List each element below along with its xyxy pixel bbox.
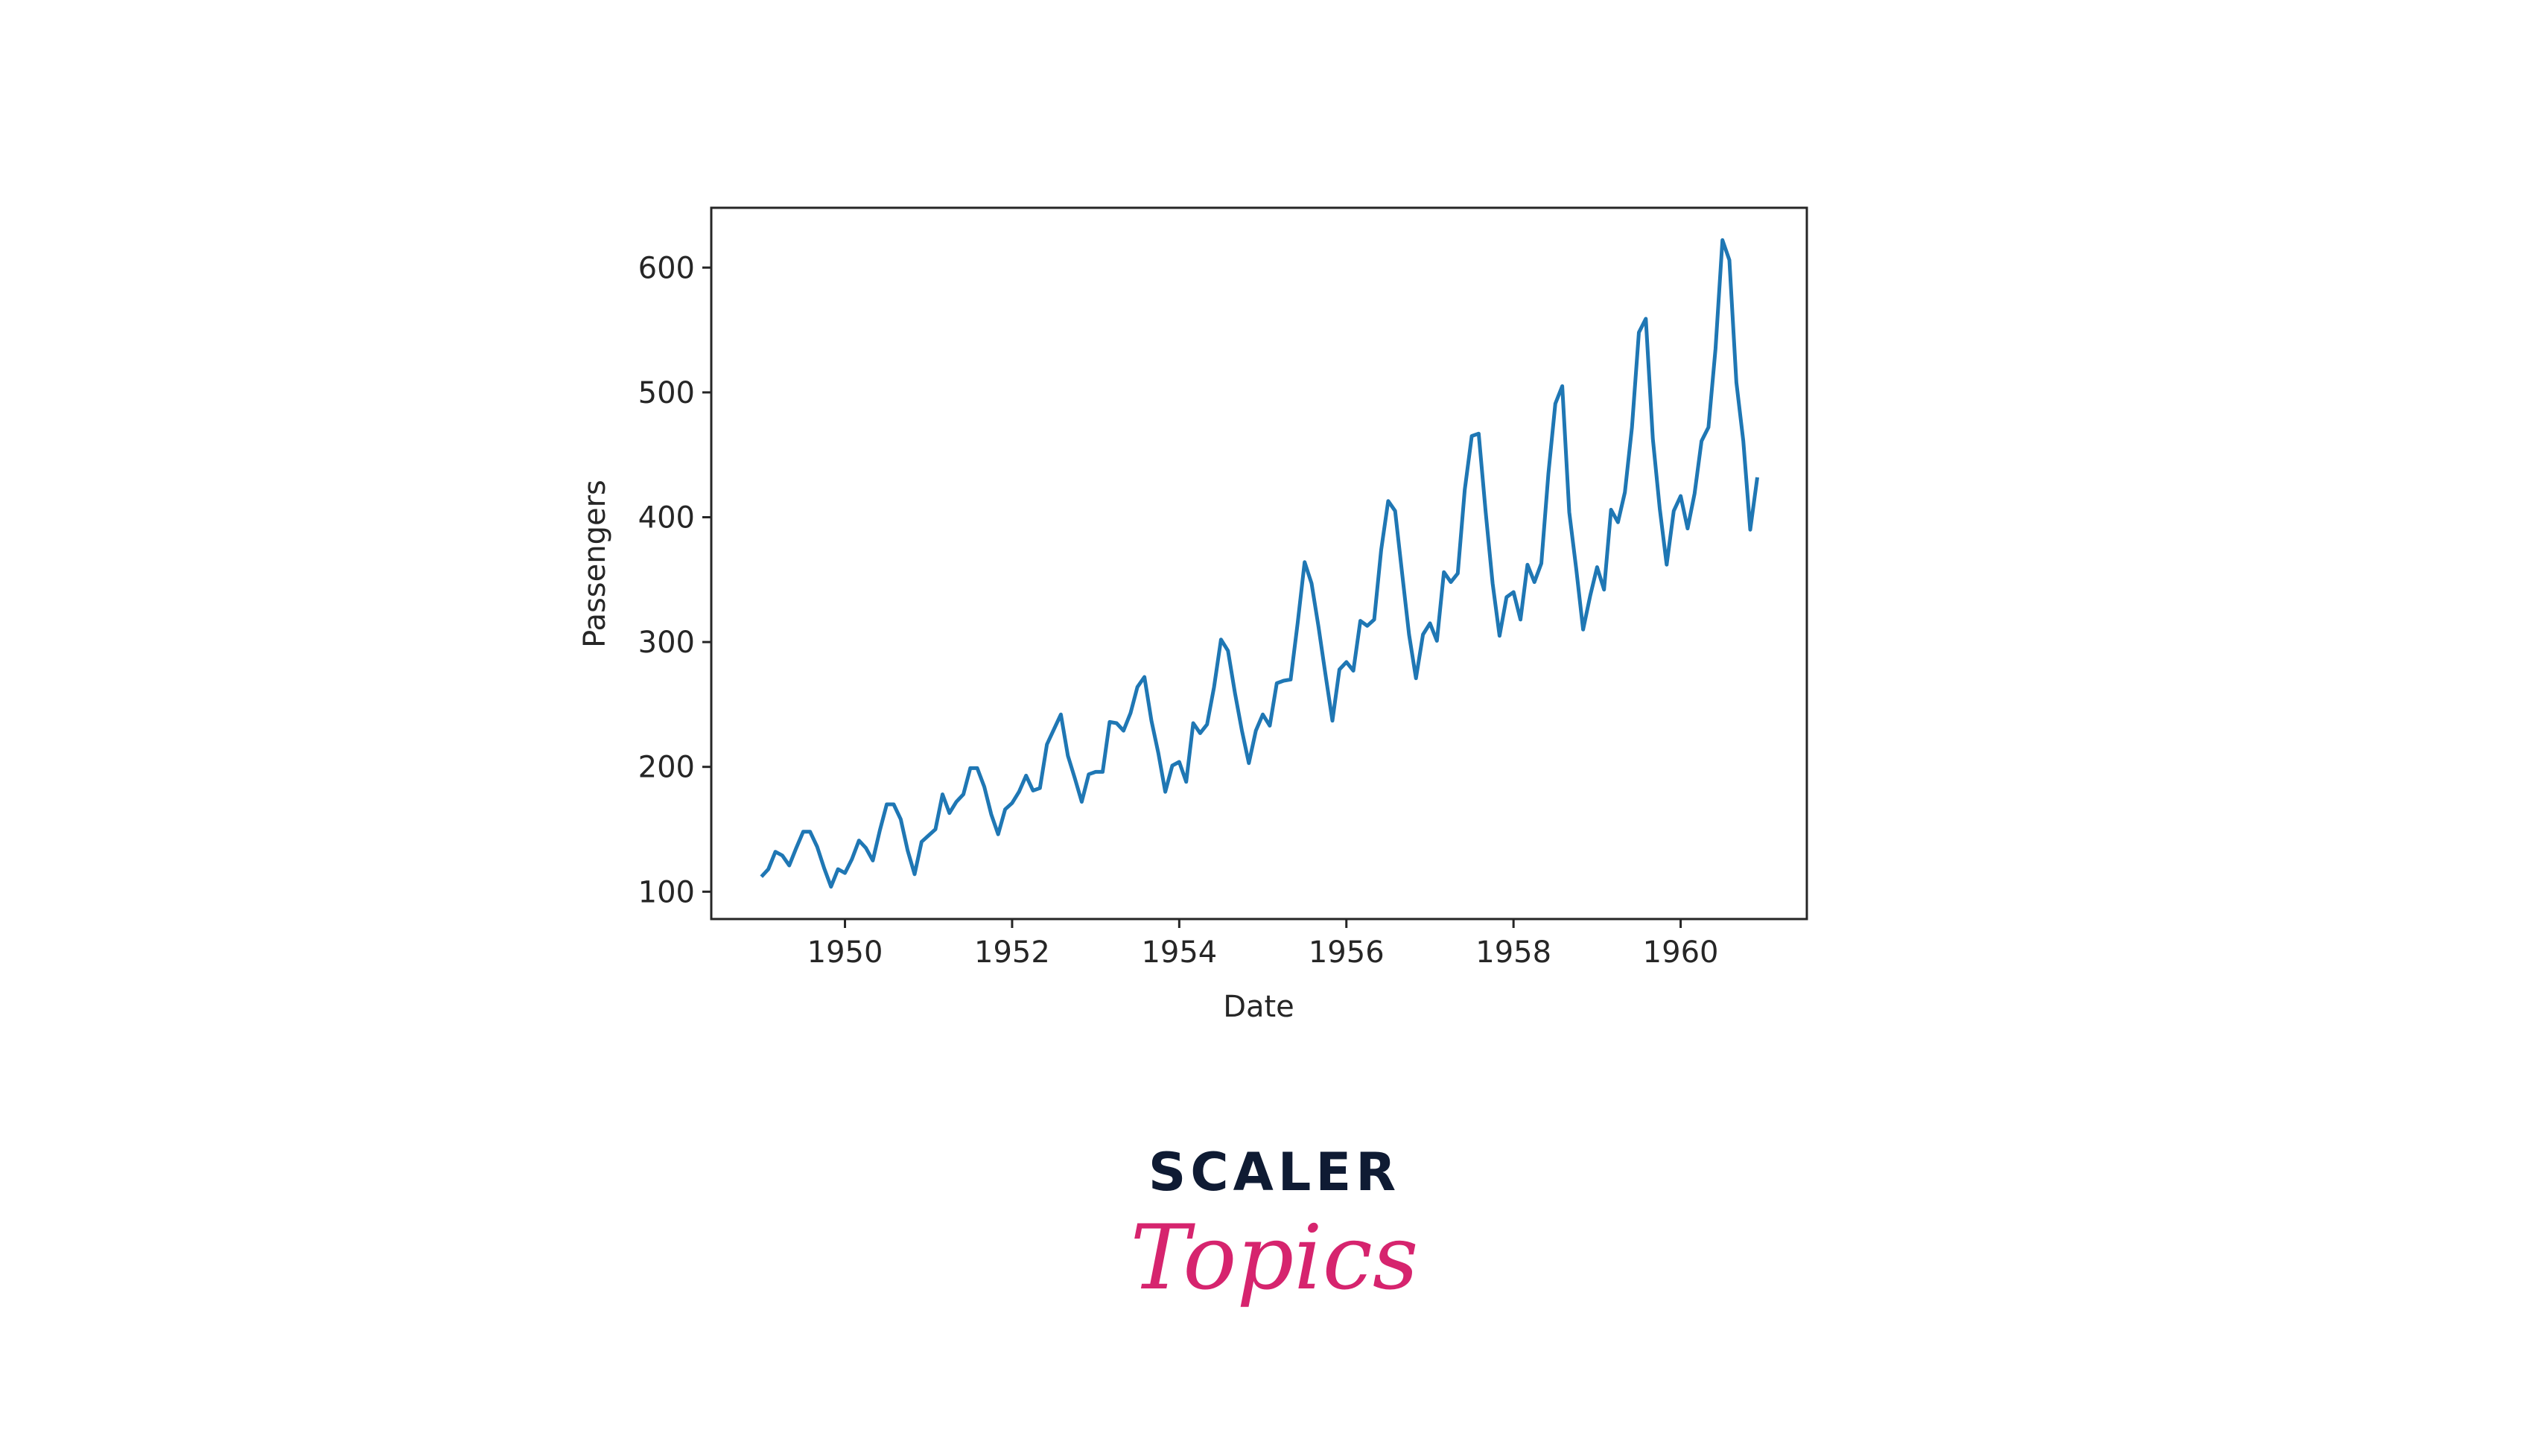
logo-sub: Topics (1131, 1207, 1419, 1310)
y-axis-label: Passengers (578, 480, 612, 648)
data-line (760, 238, 1759, 889)
x-tick-label: 1956 (1309, 935, 1385, 970)
y-tick-label: 300 (638, 626, 695, 660)
x-tick-label: 1960 (1643, 935, 1719, 970)
plot-frame (710, 206, 1808, 921)
y-tick-label: 100 (638, 875, 695, 909)
y-tick-label: 500 (638, 376, 695, 410)
x-tick-label: 1952 (974, 935, 1050, 970)
x-axis-label: Date (1223, 990, 1294, 1024)
x-tick-label: 1954 (1141, 935, 1217, 970)
logo-brand: SCALER (1148, 1142, 1400, 1203)
y-tick-label: 600 (638, 251, 695, 285)
y-tick-label: 400 (638, 500, 695, 535)
y-tick-label: 200 (638, 751, 695, 785)
x-tick-label: 1958 (1475, 935, 1551, 970)
x-tick-label: 1950 (807, 935, 883, 970)
